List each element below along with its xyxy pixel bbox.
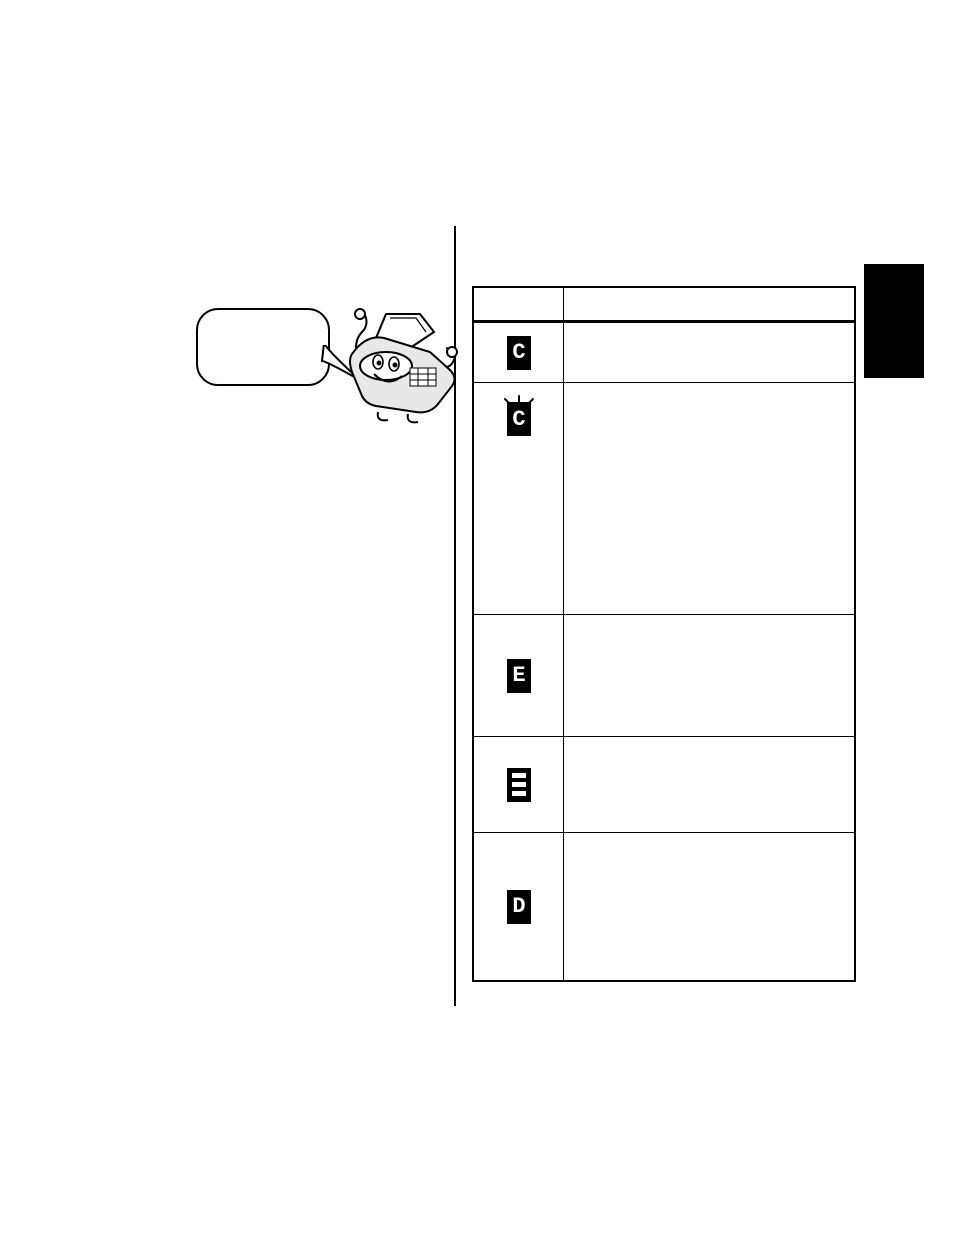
table-row — [474, 736, 854, 832]
status-icon-table: CC E D — [472, 286, 856, 982]
page-root: CC E D — [0, 0, 954, 1235]
table-row: E — [474, 614, 854, 736]
table-row: C — [474, 322, 854, 382]
cartoon-fax-icon — [338, 306, 458, 426]
table-cell-description — [564, 737, 854, 832]
table-header-row — [474, 288, 854, 322]
status-chip-icon: D — [507, 890, 531, 924]
status-chip-blinking-icon: C — [499, 395, 539, 443]
table-cell-icon: E — [474, 615, 564, 736]
status-chip-icon: E — [507, 659, 531, 693]
table-row: D — [474, 832, 854, 980]
side-index-tab — [864, 264, 924, 378]
table-cell-description — [564, 323, 854, 382]
table-cell-description — [564, 383, 854, 614]
speech-bubble — [196, 308, 330, 386]
table-cell-icon: D — [474, 833, 564, 980]
table-row: C — [474, 382, 854, 614]
table-cell-description — [564, 833, 854, 980]
table-cell-icon: C — [474, 323, 564, 382]
status-chip-icon — [507, 768, 531, 802]
table-header-col1 — [474, 288, 564, 320]
table-cell-icon — [474, 737, 564, 832]
table-cell-icon: C — [474, 383, 564, 614]
status-chip-icon: C — [507, 336, 531, 370]
table-cell-description — [564, 615, 854, 736]
table-header-col2 — [564, 288, 854, 320]
